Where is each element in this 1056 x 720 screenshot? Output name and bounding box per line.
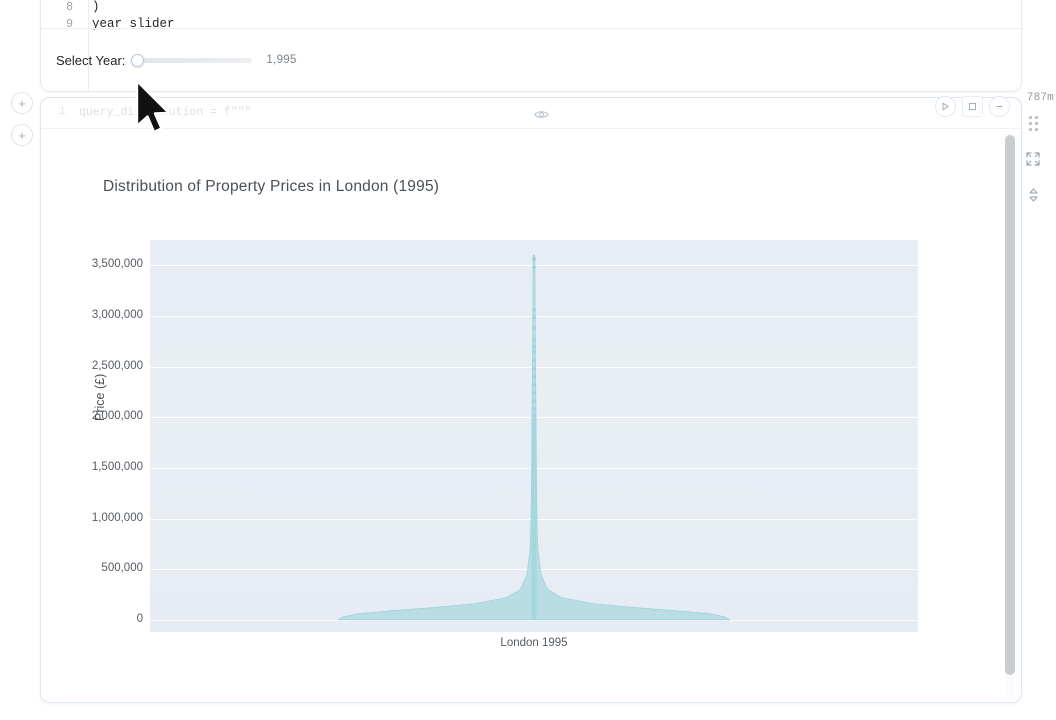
- x-axis-tick-label: London 1995: [500, 637, 568, 649]
- code-cell-output[interactable]: 1 query_distribution = f""" Distribution…: [40, 97, 1022, 703]
- collapse-button[interactable]: [989, 96, 1010, 117]
- outlier-point: [531, 326, 537, 331]
- year-slider-widget[interactable]: Select Year: 1,995: [41, 29, 1021, 91]
- outlier-point: [531, 398, 537, 404]
- slider-label: Select Year:: [56, 52, 126, 68]
- outlier-point: [531, 314, 537, 320]
- outlier-point: [531, 390, 537, 396]
- chart-title: Distribution of Property Prices in Londo…: [103, 178, 440, 195]
- play-icon: [942, 102, 949, 111]
- gridline: [150, 619, 918, 621]
- slider-value: 1,995: [266, 54, 297, 66]
- minus-icon: [996, 105, 1003, 108]
- add-cell-button-below[interactable]: +: [11, 124, 33, 146]
- code-cell-slider[interactable]: 8 ) 9 year_slider Select Year: 1,995: [40, 0, 1022, 92]
- y-axis-tick-label: 3,500,000: [91, 258, 143, 271]
- y-axis-tick-label: 2,500,000: [91, 359, 143, 372]
- outlier-point: [531, 257, 537, 262]
- line-text: query_distribution = f""": [79, 106, 252, 119]
- drag-handle-button[interactable]: [1020, 110, 1046, 136]
- slider-track[interactable]: [134, 57, 253, 63]
- resize-vertical-button[interactable]: [1020, 182, 1046, 208]
- outlier-point: [531, 407, 537, 412]
- right-rail: [1016, 88, 1050, 218]
- slider-handle[interactable]: [131, 53, 145, 67]
- cell-run-toolbar[interactable]: [935, 96, 1010, 117]
- y-axis-tick-label: 1,500,000: [91, 460, 143, 473]
- fullscreen-button[interactable]: [1020, 146, 1046, 172]
- y-axis-tick-label: 3,000,000: [91, 308, 143, 321]
- line-text: ): [92, 0, 100, 14]
- gutter-divider: [88, 0, 89, 91]
- y-axis-tick-label: 1,000,000: [91, 511, 143, 524]
- outlier-point: [531, 265, 537, 270]
- line-number: 9: [66, 18, 73, 31]
- stop-icon: [968, 102, 977, 111]
- cell-divider: [41, 28, 1021, 29]
- fullscreen-icon: [1026, 152, 1040, 166]
- line-number: 1: [59, 106, 66, 118]
- line-text: year_slider: [92, 17, 175, 31]
- cell-code-bar[interactable]: 1 query_distribution = f""": [41, 98, 1021, 129]
- outlier-point: [531, 358, 537, 363]
- outlier-point: [531, 382, 537, 387]
- add-cell-button-above[interactable]: +: [11, 92, 33, 114]
- violin-spike: [531, 412, 537, 620]
- cell-output-area: Distribution of Property Prices in Londo…: [41, 129, 1021, 702]
- year-slider[interactable]: [131, 52, 253, 68]
- memory-usage-label: 787m: [1026, 92, 1054, 104]
- code-editor-lines[interactable]: 8 ) 9 year_slider: [41, 0, 1021, 31]
- eye-icon: [533, 110, 549, 118]
- line-number: 8: [66, 1, 73, 14]
- code-line: 8 ): [41, 0, 1021, 16]
- visibility-toggle[interactable]: [531, 105, 551, 123]
- y-axis-tick-label: 0: [136, 612, 143, 625]
- outlier-point: [531, 374, 537, 379]
- stop-button[interactable]: [962, 96, 983, 117]
- outlier-point: [531, 344, 537, 349]
- output-scrollbar-thumb[interactable]: [1005, 135, 1015, 675]
- outlier-point: [531, 366, 537, 371]
- outlier-point: [531, 307, 537, 312]
- run-button[interactable]: [935, 96, 956, 117]
- code-line: 9 year_slider: [41, 16, 1021, 33]
- outlier-point: [531, 350, 537, 355]
- violin-plot: [337, 254, 731, 621]
- outlier-point: [531, 338, 537, 343]
- y-axis-tick-label: 2,000,000: [91, 410, 143, 423]
- y-axis-tick-label: 500,000: [101, 562, 143, 575]
- resize-vertical-icon: [1029, 188, 1037, 202]
- drag-handle-icon: [1028, 115, 1038, 131]
